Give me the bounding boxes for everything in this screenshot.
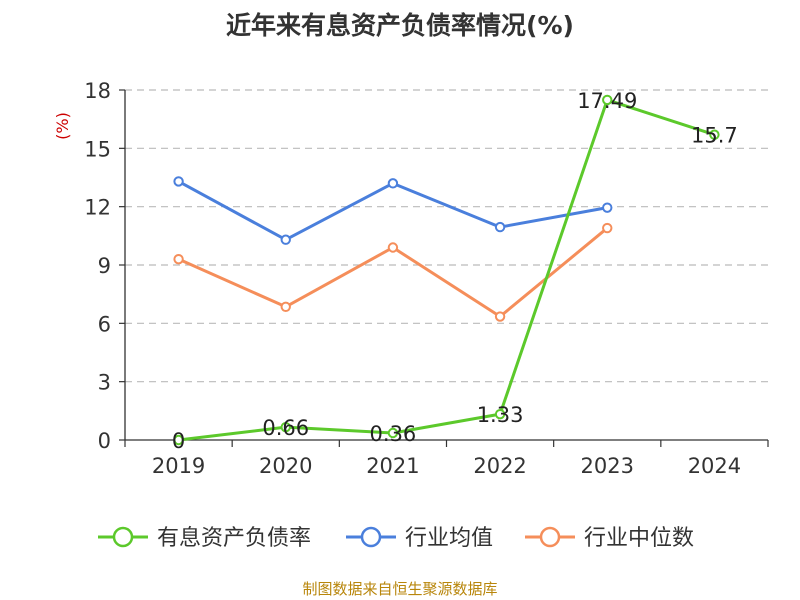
y-tick-label: 9 — [98, 254, 111, 278]
legend-label-0: 有息资产负债率 — [157, 526, 311, 551]
data-label: 15.7 — [691, 124, 738, 148]
data-point — [602, 94, 613, 106]
grid-lines — [125, 89, 768, 383]
series-layer — [173, 94, 720, 446]
data-point — [173, 434, 184, 446]
y-tick-label: 18 — [84, 79, 111, 103]
x-tick-label-2021: 2021 — [366, 454, 419, 478]
data-labels: 0 0.66 0.36 1.33 17.49 15.7 — [172, 89, 738, 453]
data-point — [280, 301, 291, 313]
data-label: 1.33 — [477, 403, 524, 427]
chart-title: 近年来有息资产负债率情况(%) — [226, 11, 574, 40]
data-point — [494, 408, 506, 420]
legend-label-2: 行业中位数 — [584, 526, 694, 551]
x-tick-label-2020: 2020 — [259, 454, 312, 478]
data-point — [387, 178, 399, 189]
data-point — [387, 242, 399, 253]
x-tick-label-2024: 2024 — [688, 454, 741, 478]
data-label: 0.66 — [262, 416, 309, 440]
y-tick-label: 6 — [98, 312, 111, 336]
source-note: 制图数据来自恒生聚源数据库 — [302, 580, 498, 598]
data-point — [602, 222, 613, 234]
legend-label-1: 行业均值 — [405, 526, 493, 551]
data-label: 0 — [172, 429, 185, 453]
y-tick-label: 15 — [84, 137, 111, 161]
x-tick-label-2023: 2023 — [581, 454, 634, 478]
data-label: 17.49 — [577, 89, 637, 113]
data-point — [494, 221, 506, 233]
legend-marker-1 — [360, 526, 382, 548]
axes: 0 3 6 9 12 15 18 (%) 2019 2020 2021 2022 2023 2024 — [53, 79, 769, 478]
series-line-0 — [178, 98, 715, 442]
data-point — [709, 129, 720, 140]
y-axis-title: (%) — [53, 112, 72, 140]
data-point — [602, 202, 613, 213]
data-label: 0.36 — [370, 422, 417, 446]
data-point — [173, 253, 184, 265]
x-tick-label-2019: 2019 — [152, 454, 205, 478]
data-point — [387, 427, 399, 439]
data-point — [494, 311, 506, 322]
series-line-1 — [177, 180, 608, 242]
y-tick-label: 0 — [98, 429, 111, 453]
legend: 有息资产负债率 行业均值 行业中位数 — [98, 526, 694, 551]
data-point — [280, 234, 291, 245]
y-tick-label: 12 — [84, 196, 111, 220]
legend-marker-0 — [112, 526, 134, 548]
legend-marker-2 — [539, 526, 561, 548]
series-line-2 — [177, 226, 609, 319]
data-point — [280, 421, 291, 433]
x-tick-label-2022: 2022 — [473, 454, 526, 478]
y-tick-label: 3 — [98, 371, 111, 395]
data-point — [173, 176, 184, 187]
